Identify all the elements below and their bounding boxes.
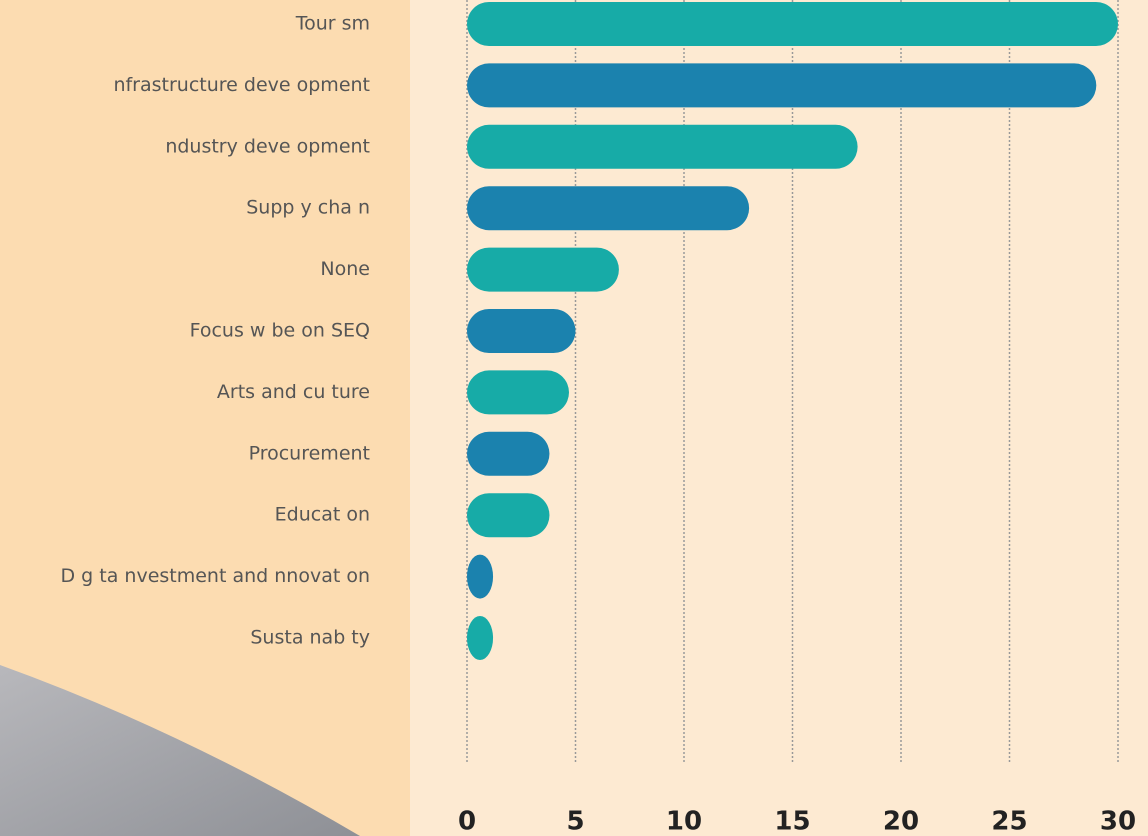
bar [467,370,569,414]
bar [467,248,619,292]
category-label: Procurement [249,442,370,464]
category-label: Arts and cu ture [217,381,370,403]
x-tick-label: 10 [666,807,702,836]
x-tick-label: 25 [991,807,1027,836]
category-label: Focus w be on SEQ [190,320,370,342]
category-label: Tour sm [295,13,370,35]
bar [467,309,576,353]
page: {"chart_data": {"type": "bar", "orientat… [0,0,1148,836]
x-tick-label: 30 [1100,807,1136,836]
x-tick-label: 5 [566,807,584,836]
x-tick-label: 0 [458,807,476,836]
category-label: Educat on [275,504,370,526]
category-label: nfrastructure deve opment [113,74,370,96]
bar [467,616,493,660]
bar [467,186,749,230]
category-label: Supp y cha n [246,197,370,219]
chart: 0 5 10 15 20 25 30 Tour sm nfrastructure deve o… [0,0,1148,836]
category-label: D g ta nvestment and nnovat on [61,565,371,587]
bar [467,63,1096,107]
category-label: Susta nab ty [250,627,370,649]
bar [467,493,549,537]
x-tick-label: 20 [883,807,919,836]
bar [467,2,1118,46]
x-tick-label: 15 [774,807,810,836]
category-label: None [320,258,370,280]
bar [467,555,493,599]
bar [467,125,858,169]
category-label: ndustry deve opment [165,135,370,157]
bar [467,432,549,476]
